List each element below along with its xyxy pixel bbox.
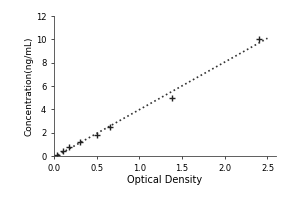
Y-axis label: Concentration(ng/mL): Concentration(ng/mL) <box>24 36 33 136</box>
X-axis label: Optical Density: Optical Density <box>128 175 202 185</box>
